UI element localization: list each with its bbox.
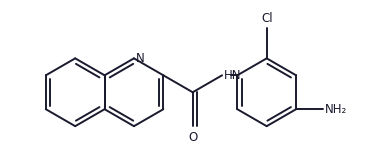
Text: N: N xyxy=(135,52,144,65)
Text: Cl: Cl xyxy=(261,12,273,25)
Text: O: O xyxy=(188,131,197,144)
Text: HN: HN xyxy=(224,69,241,82)
Text: NH₂: NH₂ xyxy=(325,103,347,116)
